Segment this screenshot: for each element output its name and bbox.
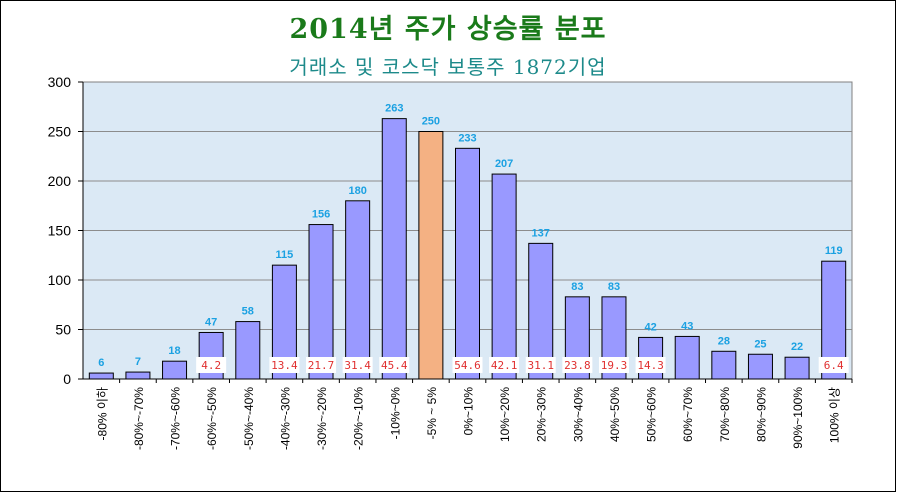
data-label: 7 [135, 356, 141, 368]
x-tick-label: -70%~-60% [169, 387, 183, 450]
bar [711, 350, 737, 380]
x-tick-label: 70%~80% [718, 387, 732, 442]
bar [235, 321, 261, 380]
x-tick-label: -5% ~ 5% [425, 387, 439, 440]
x-tick-label: -80%~-70% [132, 387, 146, 450]
data-label: 207 [495, 158, 513, 170]
x-tick-label: -40%~-30% [278, 387, 292, 450]
percent-label-box [196, 357, 227, 373]
x-tick-label: 10%~20% [498, 387, 512, 442]
percent-label-box [635, 357, 666, 373]
percent-label-box [598, 357, 629, 373]
x-tick-label: 30%~40% [571, 387, 585, 442]
percent-label-box [269, 357, 300, 373]
x-tick-label: -60%~-50% [205, 387, 219, 450]
x-tick-label: -20%~-10% [352, 387, 366, 450]
data-label: 22 [791, 341, 803, 353]
bar [162, 360, 188, 380]
percent-label-box [306, 357, 337, 373]
percent-label-box [379, 357, 410, 373]
data-label: 137 [532, 227, 550, 239]
percent-label: 19.3 [601, 359, 628, 372]
percent-label: 4.2 [201, 359, 221, 372]
percent-label: 54.6 [454, 359, 481, 372]
percent-label: 14.3 [637, 359, 664, 372]
data-label: 6 [98, 357, 104, 369]
data-label: 47 [205, 316, 217, 328]
percent-label: 21.7 [308, 359, 335, 372]
x-tick-label: 0%~10% [462, 387, 476, 436]
percent-label: 42.1 [491, 359, 518, 372]
data-label: 25 [754, 338, 766, 350]
percent-label: 45.4 [381, 359, 408, 372]
y-tick-label: 250 [48, 124, 72, 140]
y-tick-label: 100 [48, 272, 72, 288]
percent-label: 31.1 [527, 359, 554, 372]
bar [381, 118, 407, 380]
data-label: 115 [276, 249, 294, 261]
data-label: 83 [571, 281, 583, 293]
data-label: 233 [458, 132, 476, 144]
x-tick-label: -10%~0% [388, 387, 402, 440]
bar [418, 131, 444, 380]
y-tick-label: 300 [48, 74, 72, 90]
percent-label-box [452, 357, 483, 373]
percent-label: 6.4 [824, 359, 844, 372]
data-label: 58 [242, 306, 254, 318]
bar [784, 356, 810, 380]
x-tick-label: 20%~30% [535, 387, 549, 442]
bar [491, 173, 517, 380]
data-label: 180 [348, 185, 366, 197]
percent-label-box [489, 357, 520, 373]
percent-label: 23.8 [564, 359, 591, 372]
data-label: 43 [681, 320, 693, 332]
bar [88, 372, 114, 380]
bar [528, 242, 554, 380]
data-label: 42 [644, 321, 656, 333]
x-tick-label: 80%~90% [754, 387, 768, 442]
percent-label-box [342, 357, 373, 373]
percent-label: 13.4 [271, 359, 298, 372]
data-label: 28 [718, 335, 730, 347]
data-label: 83 [608, 281, 620, 293]
bar [747, 353, 773, 380]
y-tick-label: 200 [48, 173, 72, 189]
data-label: 156 [312, 209, 330, 221]
x-tick-label: -80% 이하 [95, 387, 109, 440]
percent-label: 31.4 [344, 359, 371, 372]
bar [308, 224, 334, 380]
x-tick-label: -30%~-20% [315, 387, 329, 450]
x-tick-label: 100% 이상 [828, 387, 842, 443]
y-tick-label: 50 [55, 322, 71, 338]
x-tick-label: 60%~70% [681, 387, 695, 442]
x-tick-label: 40%~50% [608, 387, 622, 442]
y-tick-label: 150 [48, 223, 72, 239]
bar [345, 200, 371, 380]
chart-title: 2014년 주가 상승률 분포 [289, 14, 607, 45]
percent-label-box [818, 357, 849, 373]
chart-subtitle: 거래소 및 코스닥 보통주 1872기업 [289, 55, 607, 79]
data-label: 250 [422, 116, 440, 128]
y-tick-label: 0 [63, 371, 71, 387]
x-tick-label: 90%~100% [791, 387, 805, 449]
x-tick-label: 50%~60% [645, 387, 659, 442]
bar [125, 371, 151, 380]
data-label: 119 [825, 245, 843, 257]
data-label: 18 [168, 345, 180, 357]
bar [674, 335, 700, 380]
bar [455, 147, 480, 380]
x-tick-label: -50%~-40% [242, 387, 256, 450]
percent-label-box [562, 357, 593, 373]
percent-label-box [525, 357, 556, 373]
data-label: 263 [385, 103, 403, 115]
